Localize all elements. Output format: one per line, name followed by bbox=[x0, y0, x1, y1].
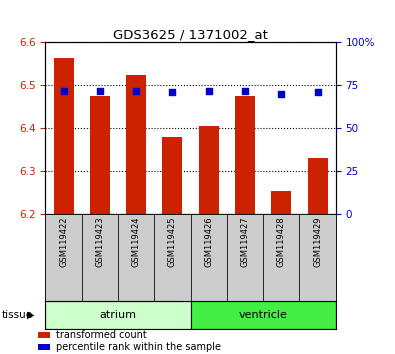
Bar bbox=[45, 214, 82, 301]
Bar bbox=[227, 214, 263, 301]
Bar bbox=[190, 214, 227, 301]
Bar bbox=[90, 96, 110, 214]
Text: GSM119429: GSM119429 bbox=[313, 217, 322, 267]
Bar bbox=[162, 137, 182, 214]
Bar bbox=[38, 332, 50, 338]
Bar bbox=[126, 75, 146, 214]
Text: ▶: ▶ bbox=[27, 310, 34, 320]
Text: GSM119428: GSM119428 bbox=[277, 217, 286, 267]
Bar bbox=[154, 214, 191, 301]
Bar bbox=[263, 214, 299, 301]
Bar bbox=[45, 301, 190, 329]
Text: atrium: atrium bbox=[100, 310, 137, 320]
Bar bbox=[299, 214, 336, 301]
Point bbox=[169, 90, 176, 95]
Point bbox=[97, 88, 103, 93]
Text: GSM119427: GSM119427 bbox=[241, 217, 250, 267]
Title: GDS3625 / 1371002_at: GDS3625 / 1371002_at bbox=[113, 28, 268, 41]
Text: GSM119424: GSM119424 bbox=[132, 217, 141, 267]
Text: tissue: tissue bbox=[2, 310, 33, 320]
Text: ventricle: ventricle bbox=[239, 310, 288, 320]
Bar bbox=[54, 57, 73, 214]
Bar bbox=[38, 344, 50, 350]
Text: GSM119425: GSM119425 bbox=[168, 217, 177, 267]
Text: percentile rank within the sample: percentile rank within the sample bbox=[56, 342, 221, 352]
Bar bbox=[308, 158, 327, 214]
Bar bbox=[271, 190, 291, 214]
Point bbox=[205, 88, 212, 93]
Point bbox=[314, 90, 321, 95]
Bar bbox=[190, 301, 336, 329]
Text: GSM119426: GSM119426 bbox=[204, 217, 213, 267]
Point bbox=[278, 91, 284, 97]
Point bbox=[60, 88, 67, 93]
Point bbox=[133, 88, 139, 93]
Bar bbox=[199, 126, 219, 214]
Bar bbox=[82, 214, 118, 301]
Point bbox=[242, 88, 248, 93]
Text: GSM119423: GSM119423 bbox=[95, 217, 104, 267]
Bar bbox=[235, 96, 255, 214]
Text: transformed count: transformed count bbox=[56, 330, 147, 340]
Bar bbox=[118, 214, 154, 301]
Text: GSM119422: GSM119422 bbox=[59, 217, 68, 267]
